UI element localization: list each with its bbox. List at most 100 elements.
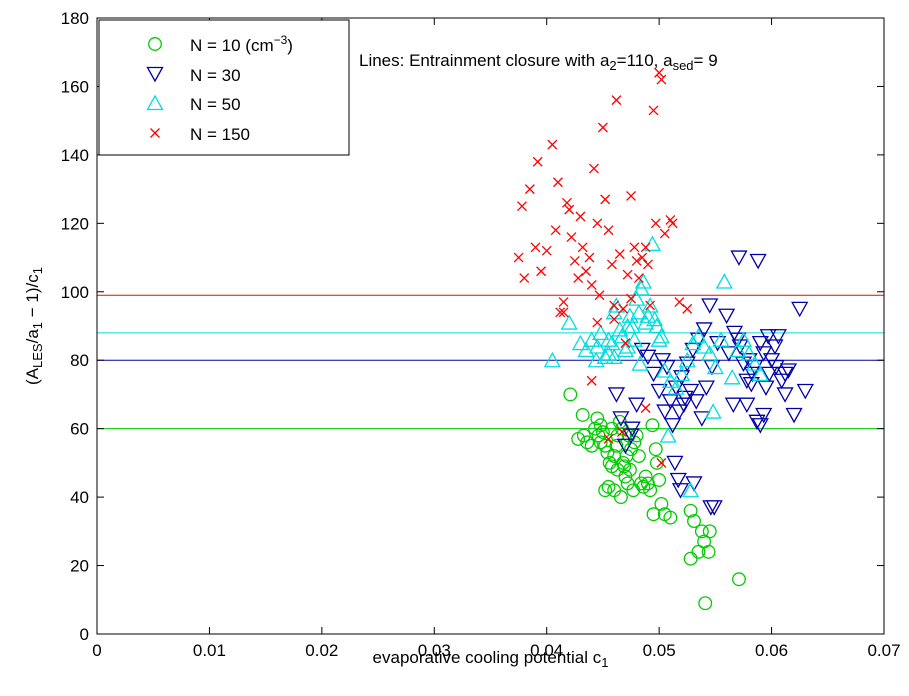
data-point bbox=[607, 387, 626, 403]
data-point bbox=[626, 483, 641, 498]
data-point bbox=[619, 338, 637, 354]
data-point bbox=[667, 218, 678, 229]
data-point bbox=[513, 252, 524, 263]
data-point bbox=[701, 298, 719, 314]
data-point bbox=[755, 407, 773, 424]
data-point bbox=[592, 218, 603, 229]
legend-label-n10: N = 10 (cm−3) bbox=[190, 33, 293, 55]
annotation-part: Lines: Entrainment closure with a bbox=[359, 51, 610, 70]
data-point bbox=[769, 329, 787, 345]
data-point bbox=[695, 322, 713, 338]
data-point bbox=[577, 242, 588, 253]
data-point bbox=[609, 300, 620, 311]
data-point bbox=[622, 428, 640, 444]
data-point bbox=[617, 459, 632, 474]
data-point bbox=[659, 427, 677, 443]
data-point bbox=[746, 355, 764, 371]
data-point bbox=[569, 256, 580, 266]
data-point bbox=[650, 383, 668, 400]
y-axis-label-part: − 1)/c bbox=[23, 274, 42, 322]
data-point bbox=[612, 411, 630, 427]
data-point bbox=[650, 218, 661, 229]
legend-label-part: ) bbox=[287, 36, 293, 55]
data-point bbox=[575, 408, 590, 422]
data-point bbox=[687, 394, 705, 410]
data-point bbox=[734, 331, 753, 347]
data-point bbox=[564, 204, 575, 215]
y-axis-label-part: /a bbox=[23, 329, 42, 344]
data-point bbox=[634, 273, 653, 289]
data-point bbox=[561, 197, 572, 208]
data-point bbox=[563, 387, 578, 402]
data-point bbox=[643, 483, 658, 498]
y-tick-label: 120 bbox=[61, 214, 89, 233]
data-point bbox=[600, 194, 611, 205]
data-point bbox=[575, 211, 586, 222]
data-point bbox=[631, 256, 642, 266]
data-point bbox=[622, 269, 633, 280]
data-point bbox=[640, 403, 651, 414]
series-3 bbox=[513, 67, 693, 468]
annotation-subscript: sed bbox=[673, 58, 694, 73]
x-axis-label-main: evaporative cooling potential c bbox=[373, 648, 602, 667]
data-point bbox=[656, 362, 674, 378]
data-point bbox=[611, 321, 629, 337]
y-axis-label-subscript: 1 bbox=[30, 267, 45, 274]
data-point bbox=[524, 184, 535, 195]
legend-marker bbox=[150, 128, 160, 138]
data-point bbox=[598, 438, 613, 453]
data-point bbox=[581, 266, 592, 277]
data-point bbox=[555, 307, 566, 318]
x-tick-label: 0 bbox=[92, 641, 101, 660]
data-point bbox=[652, 473, 667, 487]
data-point bbox=[648, 317, 666, 334]
data-point bbox=[592, 317, 603, 328]
data-point bbox=[618, 303, 629, 314]
data-point bbox=[543, 351, 561, 368]
data-point bbox=[550, 225, 561, 236]
data-point bbox=[609, 438, 624, 453]
data-point bbox=[730, 250, 748, 266]
data-point bbox=[676, 390, 694, 407]
x-axis-label: evaporative cooling potential c1 bbox=[373, 648, 609, 670]
data-point bbox=[757, 380, 775, 396]
data-point bbox=[706, 358, 724, 375]
legend-marker bbox=[146, 94, 164, 111]
data-point bbox=[652, 327, 670, 344]
data-point bbox=[673, 370, 691, 386]
data-point bbox=[595, 425, 610, 440]
data-point bbox=[656, 457, 667, 468]
data-point bbox=[586, 375, 597, 386]
annotation-part: = 9 bbox=[694, 51, 718, 70]
x-tick-label: 0.01 bbox=[193, 641, 226, 660]
data-point bbox=[654, 67, 665, 78]
data-point bbox=[605, 348, 623, 364]
data-point bbox=[541, 245, 552, 256]
data-point bbox=[519, 273, 530, 284]
data-point bbox=[697, 380, 715, 396]
data-point bbox=[742, 377, 760, 393]
data-point bbox=[629, 242, 640, 253]
data-point bbox=[580, 435, 595, 450]
y-axis-label-subscript: LES bbox=[30, 343, 45, 368]
data-point bbox=[640, 242, 651, 253]
data-point bbox=[639, 307, 657, 323]
data-point bbox=[670, 404, 688, 420]
data-point bbox=[709, 335, 727, 352]
data-point bbox=[703, 359, 721, 376]
data-point bbox=[738, 373, 756, 390]
data-point bbox=[683, 551, 698, 566]
data-point bbox=[613, 327, 631, 344]
legend-marker bbox=[148, 37, 162, 51]
data-point bbox=[751, 335, 769, 352]
data-point bbox=[661, 394, 679, 410]
data-point bbox=[694, 524, 709, 539]
x-tick-label: 0.06 bbox=[755, 641, 788, 660]
legend: N = 10 (cm−3) N = 30 N = 50 N = 150 bbox=[98, 19, 350, 156]
data-point bbox=[796, 383, 814, 400]
data-point bbox=[666, 455, 684, 472]
data-point bbox=[702, 524, 717, 539]
data-point bbox=[785, 407, 803, 424]
legend-label-superscript: −3 bbox=[274, 33, 288, 47]
